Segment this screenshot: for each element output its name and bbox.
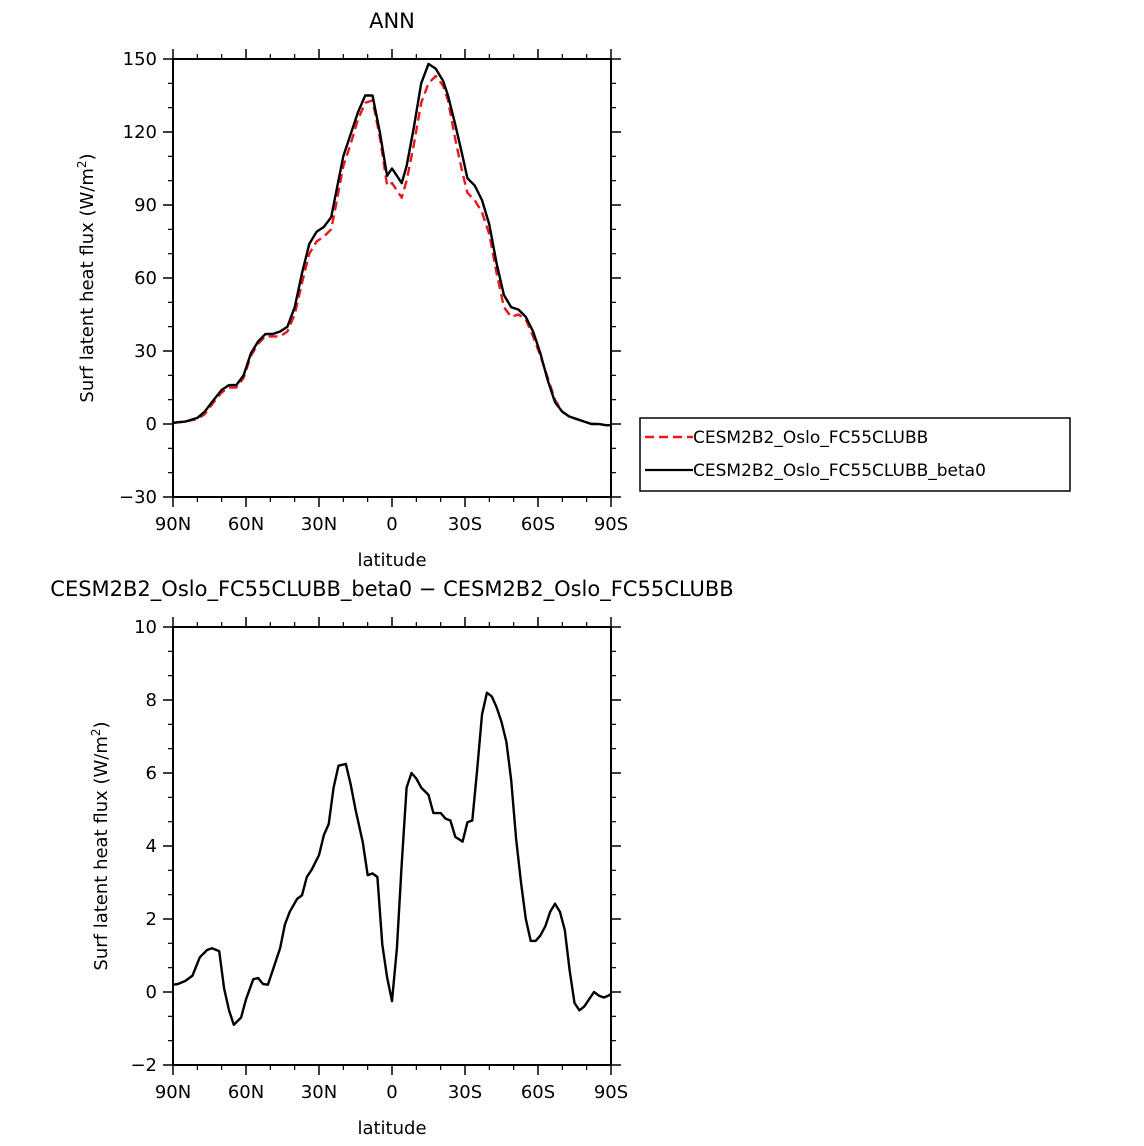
- y-tick-label: 150: [123, 49, 157, 70]
- y-tick-label: 0: [146, 414, 157, 435]
- bottom-y-tick-labels: −2 0 2 4 6 8 10: [130, 617, 157, 1076]
- bottom-x-axis-title: latitude: [357, 1118, 426, 1139]
- bottom-plot-frame: [172, 626, 612, 1066]
- top-ticks: [163, 49, 621, 507]
- x-tick-label: 30S: [448, 1082, 482, 1103]
- difference-series-line: [173, 691, 611, 1026]
- x-tick-label: 30N: [301, 514, 337, 535]
- x-tick-label: 0: [386, 514, 397, 535]
- y-tick-label: 6: [146, 763, 157, 784]
- x-tick-label: 90N: [155, 1082, 191, 1103]
- y-tick-label: 120: [123, 122, 157, 143]
- x-tick-label: 60S: [521, 514, 555, 535]
- top-x-axis-title: latitude: [357, 550, 426, 571]
- bottom-y-axis-title: Surf latent heat flux (W/m2): [89, 721, 112, 970]
- x-tick-label: 90S: [594, 1082, 628, 1103]
- y-tick-label: 8: [146, 690, 157, 711]
- y-tick-label: 30: [134, 341, 157, 362]
- bottom-panel: CESM2B2_Oslo_FC55CLUBB_beta0 − CESM2B2_O…: [50, 577, 733, 1139]
- x-tick-label: 30N: [301, 1082, 337, 1103]
- legend: CESM2B2_Oslo_FC55CLUBB CESM2B2_Oslo_FC55…: [639, 417, 1071, 492]
- top-plot-frame: [172, 58, 612, 498]
- y-tick-label: 2: [146, 909, 157, 930]
- legend-label-series2: CESM2B2_Oslo_FC55CLUBB_beta0: [693, 461, 986, 481]
- x-tick-label: 0: [386, 1082, 397, 1103]
- x-tick-label: 60N: [228, 1082, 264, 1103]
- y-tick-label: 90: [134, 195, 157, 216]
- y-tick-label: 0: [146, 982, 157, 1003]
- bottom-ticks: [163, 617, 621, 1075]
- y-tick-label: 60: [134, 268, 157, 289]
- x-tick-label: 30S: [448, 514, 482, 535]
- top-x-tick-labels: 90N 60N 30N 0 30S 60S 90S: [155, 514, 628, 535]
- y-tick-label: 10: [134, 617, 157, 638]
- bottom-x-tick-labels: 90N 60N 30N 0 30S 60S 90S: [155, 1082, 628, 1103]
- series-line-CESM2B2_Oslo_FC55CLUBB_beta0: [173, 62, 611, 427]
- top-series-group: [173, 62, 611, 427]
- top-chart-title: ANN: [369, 9, 415, 33]
- bottom-chart-title: CESM2B2_Oslo_FC55CLUBB_beta0 − CESM2B2_O…: [50, 577, 733, 602]
- top-y-axis-title: Surf latent heat flux (W/m2): [75, 153, 98, 402]
- y-tick-label: −2: [130, 1055, 157, 1076]
- x-tick-label: 90S: [594, 514, 628, 535]
- bottom-series-group: [173, 691, 611, 1026]
- top-panel: ANN −30 0 30 60 90 120 150 90N 60N 30N 0 30S 60S 90S…: [75, 9, 1071, 571]
- legend-box: [639, 417, 1071, 492]
- y-tick-label: 4: [146, 836, 157, 857]
- x-tick-label: 60S: [521, 1082, 555, 1103]
- x-tick-label: 90N: [155, 514, 191, 535]
- top-y-tick-labels: −30 0 30 60 90 120 150: [119, 49, 157, 508]
- x-tick-label: 60N: [228, 514, 264, 535]
- y-tick-label: −30: [119, 487, 157, 508]
- legend-label-series1: CESM2B2_Oslo_FC55CLUBB: [693, 428, 928, 448]
